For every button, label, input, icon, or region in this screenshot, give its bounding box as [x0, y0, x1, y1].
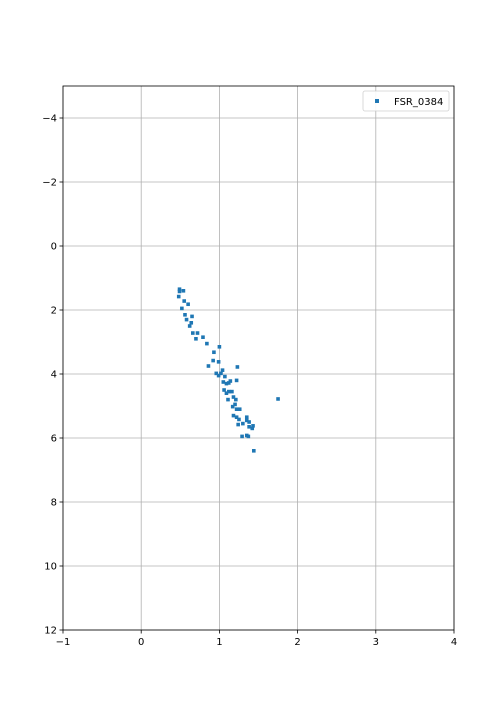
data-point	[233, 402, 237, 407]
data-point	[276, 397, 280, 401]
y-tick-label: 6	[51, 434, 57, 445]
data-point	[246, 434, 251, 439]
data-point	[250, 426, 255, 431]
legend-marker	[375, 99, 379, 103]
data-point	[244, 418, 249, 423]
y-tick-label: 8	[51, 498, 57, 509]
data-point	[216, 360, 221, 364]
data-point	[180, 306, 184, 311]
data-point	[231, 395, 236, 399]
data-point	[182, 299, 187, 303]
data-point	[231, 413, 236, 418]
data-point	[240, 434, 244, 439]
data-point	[226, 397, 230, 402]
x-tick-label: 2	[294, 637, 300, 648]
data-point	[190, 314, 194, 319]
data-point	[230, 389, 234, 394]
x-tick-label: 1	[216, 637, 222, 648]
data-point	[211, 358, 215, 363]
data-point	[228, 379, 233, 383]
data-point	[226, 381, 231, 385]
data-point	[230, 404, 235, 409]
data-point	[247, 420, 251, 424]
data-point	[217, 345, 222, 349]
data-point	[224, 381, 229, 386]
y-tick-label: −2	[42, 178, 57, 189]
data-point	[237, 407, 242, 411]
legend-box	[362, 90, 450, 112]
data-point	[223, 374, 227, 379]
data-point	[234, 415, 239, 419]
x-tick-label: 0	[138, 637, 144, 648]
data-point	[195, 331, 200, 335]
legend: FSR_0384	[362, 90, 450, 112]
y-axis-ticks: −4 −2 0 2 4 6 8 10 12	[42, 114, 63, 637]
x-tick-label: 4	[451, 637, 457, 648]
data-point	[220, 368, 225, 372]
data-point	[177, 287, 182, 291]
plot-area	[63, 86, 454, 630]
x-axis-ticks: −1 0 1 2 3 4	[56, 630, 457, 648]
data-point	[191, 331, 195, 335]
data-point	[181, 289, 186, 293]
data-point	[189, 321, 194, 325]
data-point	[241, 421, 245, 426]
legend-label: FSR_0384	[394, 97, 443, 108]
data-point	[176, 294, 181, 299]
data-point	[244, 415, 249, 419]
data-point	[224, 391, 229, 395]
data-point	[234, 397, 238, 402]
data-point	[216, 373, 221, 378]
data-point	[226, 389, 231, 394]
data-point	[206, 364, 211, 368]
data-point	[187, 324, 192, 328]
data-point	[234, 378, 239, 383]
y-tick-label: 12	[44, 626, 57, 637]
data-point	[212, 350, 216, 355]
data-point	[221, 380, 226, 384]
data-point	[214, 371, 219, 376]
data-point	[186, 302, 190, 307]
y-tick-label: 10	[44, 562, 57, 573]
data-point	[247, 425, 251, 429]
y-tick-label: 2	[51, 306, 57, 317]
data-point	[251, 424, 255, 428]
data-points	[176, 287, 280, 453]
data-point	[183, 313, 187, 317]
data-point	[194, 337, 198, 341]
y-tick-label: 0	[51, 242, 57, 253]
data-point	[201, 335, 205, 339]
x-tick-label: −1	[56, 637, 71, 648]
data-point	[252, 449, 256, 453]
plot-frame	[62, 85, 455, 631]
y-tick-label: −4	[42, 114, 57, 125]
data-point	[235, 365, 240, 369]
data-point	[219, 371, 223, 376]
x-tick-label: 3	[373, 637, 379, 648]
data-point	[184, 317, 189, 322]
data-point	[177, 289, 182, 294]
data-point	[205, 341, 209, 346]
data-point	[222, 388, 226, 392]
data-point	[237, 417, 241, 422]
y-tick-label: 4	[51, 370, 57, 381]
data-point	[236, 422, 240, 427]
data-point	[234, 407, 239, 411]
